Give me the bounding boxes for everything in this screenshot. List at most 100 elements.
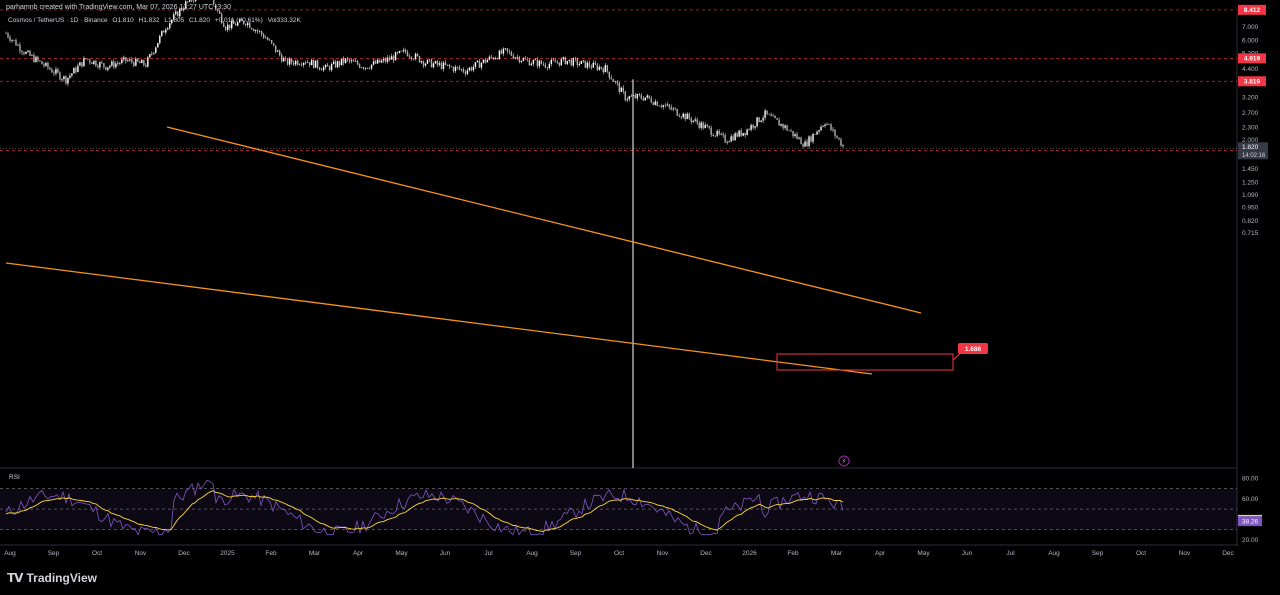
candle-body	[193, 0, 195, 2]
candle-body	[694, 119, 696, 121]
candle-body	[243, 20, 245, 25]
candle-body	[680, 116, 682, 118]
candle-body	[538, 60, 541, 67]
candle-body	[760, 120, 762, 122]
candle-body	[814, 133, 816, 135]
candle-body	[17, 44, 19, 46]
candle-body	[498, 50, 501, 60]
candle-body	[588, 62, 591, 67]
candle-body	[580, 60, 583, 64]
candle-body	[530, 63, 533, 66]
tradingview-logo[interactable]: 𝗧𝗩 TradingView	[7, 571, 97, 585]
candle-body	[77, 65, 79, 72]
candle-body	[500, 50, 503, 54]
time-tick-label: Oct	[92, 550, 102, 557]
candle-body	[442, 62, 445, 69]
candle-body	[682, 113, 684, 118]
candle-body	[157, 43, 159, 48]
candle-body	[616, 81, 618, 84]
price-tick-label: 1.250	[1242, 180, 1259, 187]
candle-body	[133, 62, 135, 66]
wedge-lower-trendline	[5, 262, 873, 375]
candle-body	[97, 65, 99, 68]
candle-body	[666, 104, 668, 106]
candle-body	[278, 50, 281, 56]
candle-body	[324, 64, 327, 68]
time-tick-label: Sep	[48, 550, 60, 557]
candle-body	[714, 135, 716, 137]
level-badge-1-box	[1238, 53, 1266, 64]
candle-body	[448, 64, 451, 67]
candle-body	[121, 59, 123, 64]
candle-body	[258, 31, 261, 32]
candle-body	[574, 58, 577, 60]
price-tick-label: 3.200	[1242, 95, 1259, 102]
candle-body	[247, 22, 249, 26]
target-label-box	[958, 343, 988, 354]
candle-body	[450, 66, 453, 68]
candle-body	[536, 59, 539, 67]
candle-body	[356, 61, 359, 65]
candle-body	[812, 133, 814, 142]
candle-body	[332, 61, 335, 65]
candle-body	[818, 130, 820, 132]
credit-line: parhamnb created with TradingView.com, M…	[6, 4, 231, 11]
candle-body	[558, 62, 561, 66]
candle-body	[352, 60, 355, 62]
candle-body	[400, 50, 403, 52]
candle-body	[137, 58, 139, 62]
candle-body	[792, 130, 794, 137]
candle-body	[494, 58, 497, 60]
candle-body	[67, 77, 69, 84]
candle-body	[764, 110, 766, 118]
candle-body	[282, 58, 285, 62]
candle-body	[296, 60, 299, 65]
candle-body	[690, 118, 692, 122]
candle-body	[412, 59, 415, 60]
candle-body	[612, 79, 614, 82]
candle-body	[422, 61, 425, 66]
level-badge-1-text: 4.919	[1244, 56, 1261, 63]
time-tick-label: Dec	[1222, 550, 1234, 557]
candle-body	[149, 54, 151, 58]
price-tick-label: 2.300	[1242, 124, 1259, 131]
candle-body	[11, 39, 13, 41]
candle-body	[239, 19, 241, 23]
candle-body	[257, 30, 259, 32]
candle-body	[638, 94, 640, 96]
candle-body	[5, 33, 7, 34]
candle-body	[348, 59, 351, 62]
candle-body	[634, 95, 636, 99]
symbol-name[interactable]: Cosmos / TetherUS · 1D · Binance	[8, 17, 108, 24]
candle-body	[626, 99, 628, 101]
candle-body	[217, 9, 219, 11]
candle-body	[594, 62, 596, 65]
rsi-ma-line	[5, 490, 844, 532]
candle-body	[492, 57, 495, 60]
rsi-tick-label: 60.00	[1242, 496, 1259, 503]
candle-body	[424, 63, 427, 66]
candle-body	[544, 64, 547, 68]
candle-body	[262, 34, 265, 38]
candle-body	[604, 65, 606, 73]
candle-body	[51, 69, 53, 73]
candle-body	[478, 60, 481, 68]
candle-body	[790, 130, 792, 132]
candle-body	[706, 124, 708, 126]
time-tick-label: Jul	[484, 550, 493, 557]
candle-body	[310, 60, 313, 66]
candle-body	[800, 137, 802, 145]
candle-body	[750, 125, 752, 130]
candle-body	[564, 57, 567, 65]
candle-body	[526, 59, 529, 61]
candle-body	[730, 136, 732, 142]
candle-body	[119, 63, 121, 64]
candle-body	[596, 64, 598, 70]
candle-body	[306, 62, 309, 63]
candle-body	[506, 48, 509, 52]
price-tick-label: 2.700	[1242, 110, 1259, 117]
candle-body	[534, 59, 537, 61]
candle-body	[390, 56, 393, 60]
candle-body	[540, 60, 543, 65]
